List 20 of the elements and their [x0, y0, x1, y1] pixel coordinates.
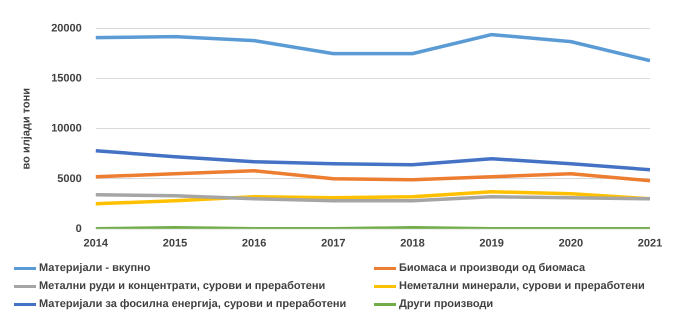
y-tick-label: 15000	[51, 72, 82, 85]
x-tick-label: 2014	[84, 237, 109, 250]
x-tick-label: 2019	[479, 237, 504, 250]
legend-label: Биомаса и производи од биомаса	[399, 262, 586, 274]
x-tick-label: 2021	[638, 237, 662, 250]
legend-label: Метални руди и концентрати, сурови и преработени	[39, 280, 326, 292]
y-tick-label: 10000	[51, 122, 82, 135]
legend-label: Материјали - вкупно	[39, 262, 150, 274]
x-tick-label: 2020	[558, 237, 584, 250]
legend-label: Материјали за фосилна енергија, сурови и преработени	[39, 298, 346, 310]
legend-label: Други производи	[399, 298, 494, 310]
x-tick-label: 2017	[321, 237, 346, 250]
y-tick-label: 20000	[51, 22, 82, 35]
y-axis-title: во илјади тони	[20, 88, 33, 170]
y-tick-label: 0	[76, 222, 82, 235]
x-tick-label: 2018	[400, 237, 425, 250]
y-tick-label: 5000	[57, 172, 82, 185]
legend-label: Неметални минерали, сурови и преработени	[399, 280, 645, 292]
x-tick-label: 2015	[162, 237, 188, 250]
x-tick-label: 2016	[242, 237, 266, 250]
